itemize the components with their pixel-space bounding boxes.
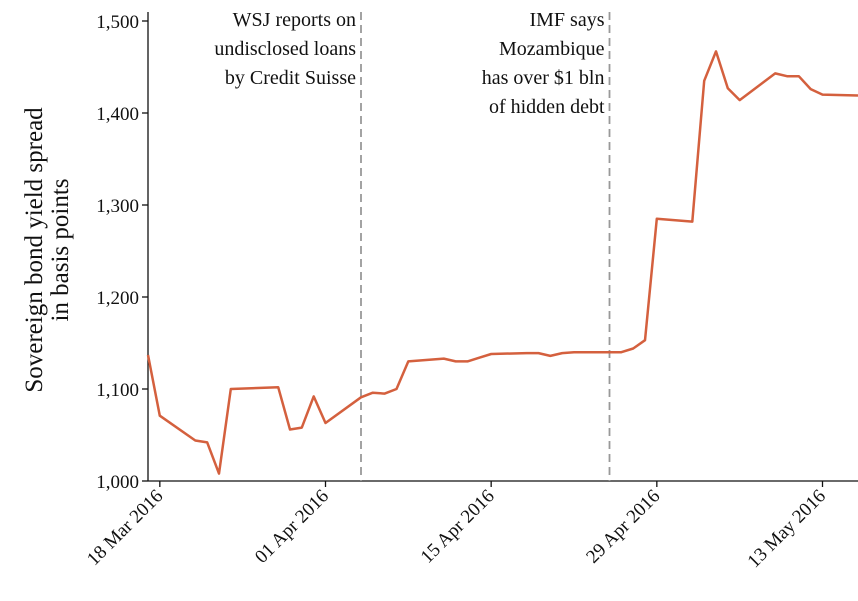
annotation: WSJ reports on xyxy=(233,9,356,31)
x-tick-label: 29 Apr 2016 xyxy=(582,486,664,568)
annotation: of hidden debt xyxy=(489,96,605,118)
y-axis-label-line: in basis points xyxy=(47,178,74,321)
annotation: IMF says xyxy=(529,9,604,31)
y-tick-label: 1,100 xyxy=(96,380,139,401)
annotation: Mozambique xyxy=(499,38,605,60)
annotation: has over $1 bln xyxy=(482,67,605,89)
annotation: by Credit Suisse xyxy=(225,67,356,89)
x-tick-label: 18 Mar 2016 xyxy=(83,486,167,570)
y-tick-label: 1,300 xyxy=(96,196,139,217)
y-tick-label: 1,500 xyxy=(96,12,139,33)
y-tick-label: 1,000 xyxy=(96,472,139,493)
x-tick-label: 01 Apr 2016 xyxy=(251,486,333,568)
x-tick-label: 13 May 2016 xyxy=(744,486,830,572)
y-tick-label: 1,200 xyxy=(96,288,139,309)
annotation: undisclosed loans xyxy=(214,38,356,60)
y-tick-label: 1,400 xyxy=(96,104,139,125)
y-axis-label-line: Sovereign bond yield spread xyxy=(21,107,48,393)
y-axis-label: Sovereign bond yield spreadin basis poin… xyxy=(21,107,74,393)
series-line xyxy=(146,50,858,475)
x-tick-label: 15 Apr 2016 xyxy=(417,486,499,568)
